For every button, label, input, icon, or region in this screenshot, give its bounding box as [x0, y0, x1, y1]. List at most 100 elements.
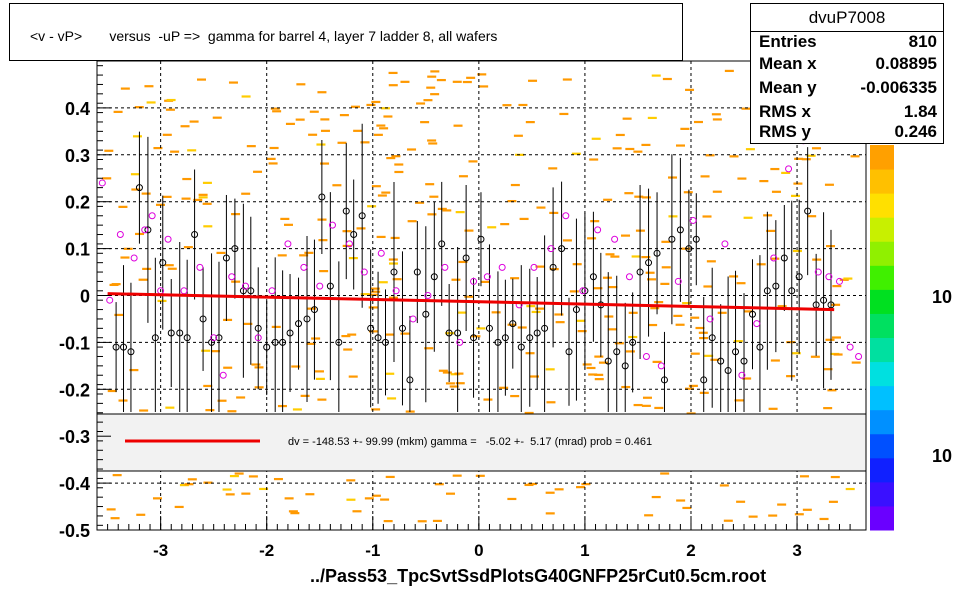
stats-box: dvuP7008 Entries 810 Mean x 0.08895 Mean y…: [750, 3, 944, 144]
data-point: [151, 334, 159, 342]
stats-value: 0.246: [894, 122, 937, 141]
histogram-bin: [737, 177, 747, 180]
histogram-bin: [167, 267, 177, 270]
file-path-label: ../Pass53_TpcSvtSsdPlotsG40GNFP25rCut0.5…: [310, 566, 767, 586]
histogram-bin: [647, 116, 657, 120]
histogram-bin: [710, 358, 720, 361]
histogram-bin: [318, 239, 328, 242]
stats-label: RMS x: [759, 102, 811, 121]
histogram-bin: [332, 184, 342, 187]
histogram-bin: [581, 483, 591, 486]
color-scale-bar: 10 10: [870, 145, 952, 531]
data-point: [392, 287, 400, 295]
histogram-bin: [400, 332, 410, 335]
y-tick-label: 0.2: [65, 193, 90, 213]
data-point: [342, 207, 350, 215]
histogram-bin: [227, 410, 237, 413]
histogram-bin: [174, 505, 184, 509]
histogram-bin: [339, 114, 349, 117]
histogram-bin: [437, 207, 447, 211]
histogram-bin: [129, 368, 139, 372]
histogram-bin: [165, 108, 175, 111]
histogram-bin: [641, 196, 651, 199]
histogram-bin: [724, 69, 734, 73]
y-tick-label: -0.2: [59, 380, 90, 400]
histogram-bin: [668, 176, 678, 179]
histogram-bin: [306, 342, 316, 345]
histogram-bin: [452, 474, 462, 477]
x-tick-label: -2: [259, 541, 274, 560]
histogram-bin: [621, 385, 631, 389]
fit-legend-box: [96, 413, 867, 472]
histogram-bin: [479, 85, 489, 88]
histogram-bin: [608, 285, 618, 289]
histogram-bin: [792, 249, 802, 253]
histogram-bin: [360, 293, 370, 296]
data-point: [120, 343, 128, 351]
data-point: [295, 320, 303, 328]
histogram-bin: [430, 93, 440, 96]
data-point: [377, 249, 385, 257]
histogram-bin: [320, 129, 330, 132]
histogram-bin: [680, 127, 690, 130]
histogram-bin: [510, 394, 520, 398]
histogram-bin: [535, 265, 545, 268]
histogram-bin: [695, 326, 705, 330]
histogram-bin: [291, 365, 301, 368]
histogram-bin: [436, 78, 446, 82]
histogram-bin: [453, 124, 463, 127]
histogram-bin: [830, 475, 840, 479]
histogram-bin: [189, 120, 199, 123]
z-axis-label: 10: [932, 446, 952, 466]
histogram-bin: [442, 209, 452, 212]
histogram-bin: [711, 113, 721, 116]
data-point: [825, 273, 833, 281]
histogram-bin: [180, 125, 190, 128]
histogram-bin: [380, 498, 390, 501]
color-scale-cell: [870, 457, 894, 483]
data-point: [835, 277, 843, 285]
histogram-bin: [534, 307, 544, 310]
data-point: [533, 329, 541, 337]
histogram-bin: [477, 73, 487, 76]
histogram-bin: [337, 141, 347, 144]
histogram-bin: [426, 86, 436, 89]
histogram-bin: [164, 264, 174, 267]
histogram-bin: [588, 373, 598, 376]
histogram-bin: [229, 474, 239, 478]
histogram-bin: [304, 251, 314, 254]
data-point: [785, 165, 793, 173]
histogram-bin: [831, 336, 841, 339]
data-point: [360, 268, 368, 276]
histogram-bin: [201, 349, 211, 352]
color-scale-cell: [870, 193, 894, 218]
histogram-bin: [693, 120, 703, 124]
histogram-bin: [786, 375, 796, 378]
histogram-bin: [383, 115, 393, 118]
histogram-bin: [517, 326, 527, 329]
histogram-bin: [236, 396, 246, 399]
histogram-bin: [417, 520, 427, 523]
histogram-bin: [388, 258, 398, 261]
data-point: [345, 240, 353, 248]
data-point: [454, 329, 462, 337]
histogram-bin: [400, 80, 410, 83]
histogram-bin: [602, 276, 612, 279]
color-scale-cell: [870, 169, 894, 194]
histogram-bin: [427, 139, 437, 142]
histogram-bin: [464, 295, 474, 298]
data-point: [526, 334, 534, 342]
data-point: [581, 287, 589, 295]
stats-value: 1.84: [903, 102, 937, 121]
data-point: [445, 329, 453, 337]
histogram-bin: [548, 167, 558, 170]
histogram-bin: [641, 404, 651, 407]
data-point: [732, 348, 740, 356]
histogram-bin: [202, 181, 212, 184]
histogram-bin: [507, 323, 517, 326]
histogram-bin: [391, 155, 401, 158]
histogram-bin: [420, 121, 430, 124]
data-point: [350, 231, 358, 239]
data-point: [159, 259, 167, 267]
histogram-bin: [466, 76, 476, 79]
